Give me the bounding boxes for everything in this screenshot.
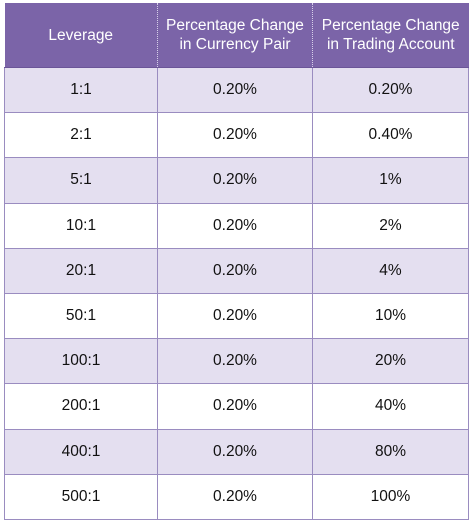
leverage-cell: 2:1 [4, 112, 158, 159]
currency-pair-change-cell: 0.20% [157, 203, 313, 249]
table-row: 50:1 0.20% 10% [4, 293, 469, 340]
leverage-cell: 10:1 [4, 203, 158, 249]
trading-account-change-cell: 20% [312, 338, 469, 385]
currency-pair-change-cell: 0.20% [157, 67, 313, 114]
header-currency-pair-change: Percentage Change in Currency Pair [157, 3, 313, 68]
trading-account-change-cell: 10% [312, 293, 469, 340]
currency-pair-change-cell: 0.20% [157, 293, 313, 340]
table-row: 5:1 0.20% 1% [4, 157, 469, 204]
table-row: 100:1 0.20% 20% [4, 338, 469, 385]
currency-pair-change-cell: 0.20% [157, 383, 313, 430]
table-row: 10:1 0.20% 2% [4, 203, 469, 249]
header-leverage: Leverage [4, 3, 158, 68]
table-row: 500:1 0.20% 100% [4, 474, 469, 520]
header-row: Leverage Percentage Change in Currency P… [4, 3, 469, 68]
leverage-cell: 1:1 [4, 67, 158, 114]
header-trading-account-change: Percentage Change in Trading Account [312, 3, 469, 68]
trading-account-change-cell: 0.40% [312, 112, 469, 159]
leverage-cell: 100:1 [4, 338, 158, 385]
trading-account-change-cell: 0.20% [312, 67, 469, 114]
table-header: Leverage Percentage Change in Currency P… [4, 3, 469, 68]
table-body: 1:1 0.20% 0.20% 2:1 0.20% 0.40% 5:1 0.20… [4, 67, 469, 520]
leverage-cell: 200:1 [4, 383, 158, 430]
header-leverage-label: Leverage [48, 26, 114, 44]
table-row: 1:1 0.20% 0.20% [4, 67, 469, 114]
trading-account-change-cell: 80% [312, 429, 469, 475]
table-row: 200:1 0.20% 40% [4, 383, 469, 430]
trading-account-change-cell: 2% [312, 203, 469, 249]
table-row: 2:1 0.20% 0.40% [4, 112, 469, 159]
leverage-cell: 50:1 [4, 293, 158, 340]
leverage-table: Leverage Percentage Change in Currency P… [4, 3, 469, 520]
trading-account-change-cell: 4% [312, 248, 469, 294]
leverage-cell: 20:1 [4, 248, 158, 294]
table-row: 400:1 0.20% 80% [4, 429, 469, 475]
currency-pair-change-cell: 0.20% [157, 429, 313, 475]
currency-pair-change-cell: 0.20% [157, 474, 313, 520]
header-trading-account-line2: in Trading Account [326, 36, 455, 53]
currency-pair-change-cell: 0.20% [157, 248, 313, 294]
header-currency-pair-line1: Percentage Change [166, 17, 304, 34]
leverage-cell: 500:1 [4, 474, 158, 520]
leverage-cell: 5:1 [4, 157, 158, 204]
trading-account-change-cell: 100% [312, 474, 469, 520]
leverage-table-container: Leverage Percentage Change in Currency P… [4, 3, 469, 520]
trading-account-change-cell: 40% [312, 383, 469, 430]
currency-pair-change-cell: 0.20% [157, 157, 313, 204]
table-row: 20:1 0.20% 4% [4, 248, 469, 294]
leverage-cell: 400:1 [4, 429, 158, 475]
header-currency-pair-line2: in Currency Pair [179, 36, 291, 53]
currency-pair-change-cell: 0.20% [157, 338, 313, 385]
header-trading-account-line1: Percentage Change [321, 17, 460, 34]
currency-pair-change-cell: 0.20% [157, 112, 313, 159]
trading-account-change-cell: 1% [312, 157, 469, 204]
